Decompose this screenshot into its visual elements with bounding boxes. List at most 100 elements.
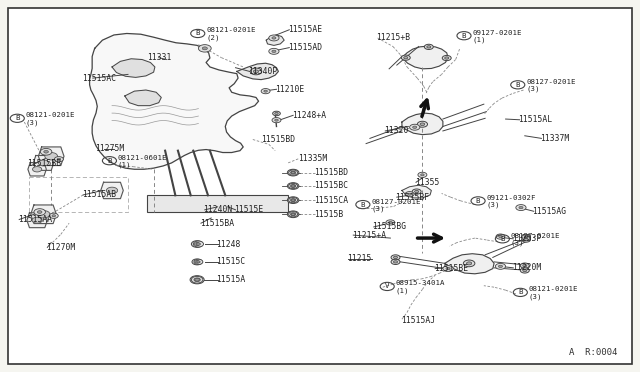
Polygon shape: [402, 113, 443, 135]
Text: 09127-0201E
(1): 09127-0201E (1): [472, 30, 522, 43]
Circle shape: [287, 211, 299, 218]
Polygon shape: [125, 90, 161, 106]
Circle shape: [420, 174, 424, 176]
Text: 11515AB: 11515AB: [82, 190, 116, 199]
Text: A  R:0004: A R:0004: [569, 348, 618, 357]
Circle shape: [32, 217, 42, 223]
Circle shape: [427, 46, 431, 48]
Circle shape: [418, 172, 427, 177]
Text: 11210E: 11210E: [275, 85, 305, 94]
Text: 11515AC: 11515AC: [82, 74, 116, 83]
Circle shape: [106, 187, 118, 194]
Text: 11515C: 11515C: [216, 257, 246, 266]
Circle shape: [272, 118, 281, 123]
Circle shape: [291, 213, 296, 216]
Circle shape: [412, 189, 421, 194]
Circle shape: [391, 255, 400, 260]
Text: 11337M: 11337M: [540, 134, 570, 143]
Text: 11240N: 11240N: [204, 205, 233, 214]
Circle shape: [191, 241, 203, 247]
Circle shape: [420, 123, 425, 126]
Circle shape: [463, 260, 475, 267]
Text: 11248: 11248: [216, 240, 241, 248]
Circle shape: [269, 35, 279, 41]
Text: 11215: 11215: [347, 254, 371, 263]
Polygon shape: [237, 63, 278, 80]
Text: 11320: 11320: [384, 126, 408, 135]
Circle shape: [194, 278, 200, 282]
Circle shape: [289, 170, 298, 175]
Circle shape: [394, 261, 397, 263]
Circle shape: [275, 119, 278, 121]
Circle shape: [272, 37, 276, 39]
Text: 11515AG: 11515AG: [532, 207, 566, 216]
Circle shape: [289, 198, 298, 203]
Circle shape: [198, 45, 211, 52]
Circle shape: [496, 234, 505, 239]
Circle shape: [446, 267, 450, 270]
Circle shape: [415, 190, 419, 193]
Text: B: B: [515, 82, 520, 88]
Text: B: B: [360, 202, 365, 208]
Text: 08121-0601E
(1): 08121-0601E (1): [118, 155, 167, 168]
Circle shape: [202, 47, 207, 50]
Text: 11220M: 11220M: [512, 263, 541, 272]
Text: 11515A: 11515A: [216, 275, 246, 284]
Polygon shape: [38, 147, 64, 166]
Circle shape: [57, 158, 61, 160]
Circle shape: [408, 193, 412, 195]
Text: 11515BA: 11515BA: [200, 219, 234, 228]
Circle shape: [38, 160, 49, 166]
Circle shape: [386, 220, 395, 225]
Circle shape: [291, 185, 295, 187]
Circle shape: [33, 167, 42, 172]
Circle shape: [445, 57, 449, 59]
Text: 11270M: 11270M: [46, 243, 76, 252]
Polygon shape: [90, 33, 259, 169]
Text: 11335M: 11335M: [298, 154, 327, 163]
Circle shape: [424, 44, 433, 49]
Circle shape: [37, 211, 50, 218]
Circle shape: [401, 55, 410, 60]
Polygon shape: [402, 185, 431, 198]
Polygon shape: [266, 35, 284, 45]
Text: B: B: [476, 198, 481, 204]
Circle shape: [273, 111, 280, 116]
Circle shape: [394, 256, 397, 259]
Circle shape: [195, 243, 200, 246]
Text: 11515BF: 11515BF: [396, 193, 429, 202]
Text: B: B: [500, 236, 505, 242]
Circle shape: [287, 197, 299, 203]
Text: 11215+B: 11215+B: [376, 33, 410, 42]
Text: 11515AJ: 11515AJ: [401, 316, 435, 325]
Polygon shape: [112, 59, 155, 77]
Text: B: B: [107, 158, 112, 164]
Text: 11515BB: 11515BB: [27, 159, 61, 168]
Polygon shape: [100, 182, 124, 199]
Circle shape: [289, 183, 298, 189]
Polygon shape: [28, 163, 46, 176]
Circle shape: [54, 157, 63, 162]
Circle shape: [291, 171, 296, 174]
Text: 08121-0201E
(3): 08121-0201E (3): [26, 112, 75, 126]
Text: 08127-0201E
(3): 08127-0201E (3): [511, 233, 560, 246]
Circle shape: [196, 243, 200, 245]
Circle shape: [289, 212, 298, 217]
Circle shape: [275, 112, 278, 115]
Text: 11340P: 11340P: [248, 67, 278, 76]
Circle shape: [191, 276, 203, 283]
Text: 11515BG: 11515BG: [372, 222, 406, 231]
Circle shape: [190, 276, 204, 284]
Text: V: V: [385, 283, 390, 289]
Circle shape: [405, 192, 414, 197]
Circle shape: [499, 265, 502, 267]
Text: 11515AE: 11515AE: [288, 25, 322, 34]
Circle shape: [193, 241, 204, 247]
Circle shape: [272, 50, 276, 52]
Circle shape: [442, 55, 451, 61]
Circle shape: [520, 268, 529, 273]
Circle shape: [261, 89, 270, 94]
Polygon shape: [445, 254, 494, 274]
Circle shape: [499, 235, 502, 238]
Circle shape: [524, 238, 528, 241]
